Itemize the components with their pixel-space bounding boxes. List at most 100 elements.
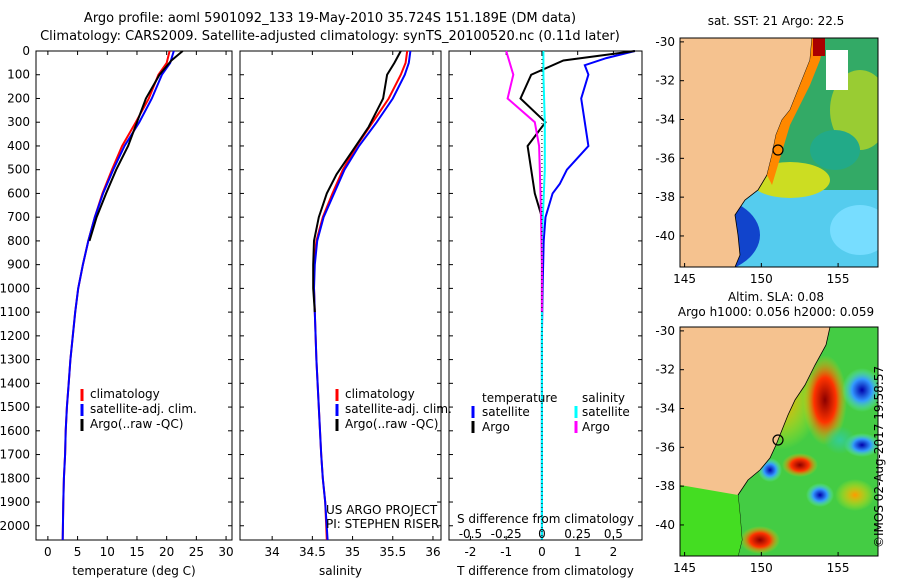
series-line-s-argo	[505, 50, 543, 313]
s-tick-label: -0.5	[459, 527, 482, 541]
legend-label: Argo(..raw -QC)	[90, 417, 183, 431]
x-axis-label: temperature (deg C)	[72, 564, 195, 578]
series-line-climatology	[61, 50, 171, 541]
map-x-tick-label: 150	[750, 272, 773, 286]
s-tick-label: 0.5	[604, 527, 623, 541]
x-tick-label: 0	[44, 545, 52, 559]
legend-label: climatology	[345, 387, 415, 401]
legend-label: satellite-adj. clim.	[345, 402, 452, 416]
sla-high-anomaly	[803, 355, 847, 445]
y-tick-label: 100	[7, 68, 30, 82]
map-y-tick-label: -38	[655, 190, 675, 204]
x-tick-label: 2	[610, 545, 618, 559]
map-y-tick-label: -30	[655, 35, 675, 49]
series-line-t-satellite	[540, 50, 636, 540]
legend-temperature-heading: temperature	[482, 391, 557, 405]
y-tick-label: 2000	[0, 519, 30, 533]
y-tick-label: 1400	[0, 376, 30, 390]
y-tick-label: 1700	[0, 448, 30, 462]
map-y-tick-label: -40	[655, 229, 675, 243]
legend-temperature-satellite: satellite	[482, 405, 530, 419]
sla-high-anomaly-3	[740, 526, 780, 554]
legend-salinity-satellite: satellite	[582, 405, 630, 419]
map-y-tick-label: -36	[655, 440, 675, 454]
x-tick-label: 35	[345, 545, 360, 559]
x-tick-label: 25	[189, 545, 204, 559]
y-tick-label: 1800	[0, 471, 30, 485]
map-y-tick-label: -30	[655, 324, 675, 338]
sst-argo-location-marker	[772, 144, 784, 156]
sla-map-frame	[679, 326, 879, 557]
sla-low-anomaly-4	[806, 483, 834, 507]
sla-mid-anomaly	[824, 426, 856, 454]
sla-argo-location-marker	[772, 434, 784, 446]
y-tick-label: 1900	[0, 495, 30, 509]
sla-high-anomaly-2	[782, 453, 818, 477]
legend-label: climatology	[90, 387, 160, 401]
sla-bass-strait	[680, 485, 742, 556]
map-y-tick-label: -36	[655, 151, 675, 165]
sst-hot-spot	[813, 38, 825, 56]
y-tick-label: 200	[7, 91, 30, 105]
series-line-satellite-adj-clim-	[312, 50, 412, 541]
series-line-t-argo	[519, 50, 636, 241]
x-tick-label: 1	[574, 545, 582, 559]
map-x-tick-label: 150	[750, 561, 773, 575]
series-line-climatology	[313, 50, 409, 541]
map-x-tick-label: 145	[673, 272, 696, 286]
map-y-tick-label: -40	[655, 518, 675, 532]
sst-coastal-warm-strip	[767, 38, 825, 185]
imos-timestamp: ©IMOS 02-Aug-2017 19:58:57	[872, 365, 886, 548]
map-y-tick-label: -34	[655, 113, 675, 127]
plot-frame	[35, 50, 233, 541]
x-tick-label: 20	[159, 545, 174, 559]
legend-salinity-heading: salinity	[582, 391, 625, 405]
x-axis-label: T difference from climatology	[456, 564, 634, 578]
header-title-line2: Climatology: CARS2009. Satellite-adjuste…	[40, 29, 620, 44]
sst-map-title: sat. SST: 21 Argo: 22.5	[708, 14, 845, 28]
y-tick-label: 600	[7, 186, 30, 200]
sst-warm-eddy	[830, 70, 878, 150]
sla-warm-anomaly-2	[835, 479, 875, 511]
y-tick-label: 1100	[0, 305, 30, 319]
map-y-tick-label: -32	[655, 363, 675, 377]
y-tick-label: 300	[7, 115, 30, 129]
y-tick-label: 500	[7, 163, 30, 177]
pi-annotation: PI: STEPHEN RISER	[326, 517, 439, 531]
s-tick-label: 0.25	[564, 527, 591, 541]
sla-low-anomaly	[842, 368, 878, 412]
plot-frame	[239, 50, 442, 541]
y-tick-label: 1200	[0, 329, 30, 343]
x-tick-label: 15	[129, 545, 144, 559]
y-tick-label: 700	[7, 210, 30, 224]
sla-map-title-line1: Altim. SLA: 0.08	[728, 290, 824, 304]
map-y-tick-label: -32	[655, 74, 675, 88]
x-tick-label: -1	[500, 545, 512, 559]
temperature-panel: 0 5 10 15 20 25 30 temperature (deg C) 0 100 200 30…	[0, 44, 234, 578]
series-line-argo	[312, 50, 402, 313]
s-tick-label: 0	[538, 527, 546, 541]
legend-label: Argo(..raw -QC)	[345, 417, 438, 431]
map-x-tick-label: 155	[827, 272, 850, 286]
x-tick-label: -2	[464, 545, 476, 559]
sst-cool-patch	[830, 205, 878, 255]
difference-panel: -2 -1 0 1 2 T difference from climatology -0.5…	[448, 50, 643, 578]
s-tick-label: -0.25	[491, 527, 522, 541]
x-axis-label: salinity	[319, 564, 362, 578]
y-tick-label: 1500	[0, 400, 30, 414]
y-tick-label: 1000	[0, 281, 30, 295]
map-x-tick-label: 155	[827, 561, 850, 575]
x-tick-label: 5	[74, 545, 82, 559]
x-tick-label: 34	[265, 545, 280, 559]
sst-cloud-gap	[826, 50, 848, 90]
sla-map-title-line2: Argo h1000: 0.056 h2000: 0.059	[678, 305, 874, 319]
sst-mid-patch	[810, 130, 860, 170]
sla-map: 145 150 155 -30 -32 -34 -36 -38 -40 Altim. SLA: …	[655, 290, 879, 575]
legend-temperature-argo: Argo	[482, 420, 510, 434]
series-line-argo	[88, 50, 184, 242]
sst-map: 145 150 155 -30 -32 -34 -36 -38 -40 sat. SST: 21…	[655, 14, 879, 286]
y-tick-label: 1600	[0, 424, 30, 438]
x-tick-label: 30	[218, 545, 233, 559]
sst-map-frame	[679, 37, 879, 268]
